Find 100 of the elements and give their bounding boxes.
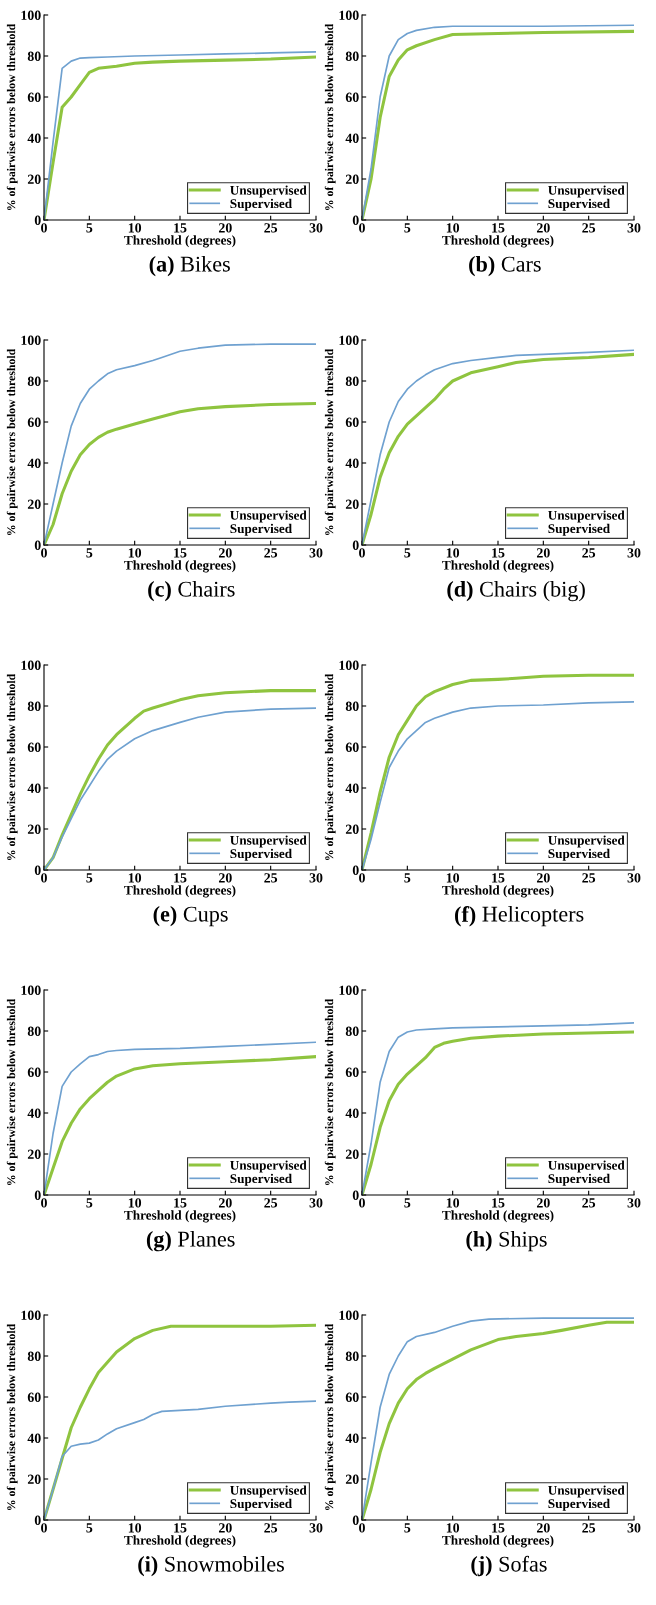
y-tick-label: 20: [345, 174, 359, 184]
x-tick-label: 10: [128, 223, 142, 233]
x-tick-label: 25: [264, 223, 278, 233]
line-series: [44, 343, 316, 545]
legend-label: Supervised: [230, 523, 292, 536]
y-tick-label: 100: [339, 1310, 359, 1320]
x-tick-label: 15: [492, 1523, 505, 1533]
x-tick-label: 20: [536, 1523, 550, 1533]
legend-label: Unsupervised: [230, 185, 307, 198]
x-tick-label: 20: [218, 223, 232, 233]
text: (a) Bikes: [149, 256, 230, 277]
x-tick-label: 25: [264, 1198, 278, 1208]
y-tick-label: 80: [345, 376, 359, 386]
x-tick-label: 20: [218, 1523, 232, 1533]
y-tick-label: 40: [345, 1433, 359, 1443]
x-tick-label: 25: [264, 873, 278, 883]
x-tick-label: 25: [582, 1523, 596, 1533]
y-axis-title: % of pairwise errors below threshold: [6, 1323, 18, 1511]
legend-label: Supervised: [230, 1498, 292, 1511]
y-tick-label: 100: [339, 10, 359, 20]
x-axis-title: Threshold (degrees): [442, 560, 554, 573]
text: (d) Chairs (big): [447, 581, 585, 602]
x-axis-title: Threshold (degrees): [124, 885, 236, 898]
legend-label: Unsupervised: [548, 1160, 625, 1173]
y-tick-label: 40: [27, 1108, 41, 1118]
x-tick-label: 15: [492, 548, 505, 558]
x-tick-label: 20: [536, 1198, 550, 1208]
y-tick-label: 80: [345, 701, 359, 711]
y-tick-label: 60: [345, 92, 359, 102]
y-tick-label: 100: [339, 335, 359, 345]
x-tick-label: 30: [627, 873, 641, 883]
x-tick-label: 15: [174, 223, 187, 233]
y-tick-label: 0: [352, 215, 359, 225]
x-tick-label: 25: [582, 873, 596, 883]
x-axis-title: Threshold (degrees): [442, 1210, 554, 1223]
x-tick-label: 10: [446, 873, 460, 883]
y-tick-label: 80: [345, 51, 359, 61]
y-tick-label: 20: [27, 1149, 41, 1159]
y-tick-label: 40: [345, 1108, 359, 1118]
y-tick-label: 100: [21, 985, 41, 995]
x-axis-title: Threshold (degrees): [442, 885, 554, 898]
x-tick-label: 20: [218, 873, 232, 883]
x-tick-label: 10: [446, 1198, 460, 1208]
x-axis-title: Threshold (degrees): [442, 235, 554, 248]
x-tick-label: 30: [309, 223, 323, 233]
x-tick-label: 20: [536, 223, 550, 233]
x-tick-label: 20: [536, 548, 550, 558]
x-tick-label: 5: [404, 223, 411, 233]
y-tick-label: 20: [27, 174, 41, 184]
y-tick-label: 20: [345, 499, 359, 509]
y-tick-label: 20: [27, 499, 41, 509]
y-tick-label: 100: [339, 660, 359, 670]
x-axis-title: Threshold (degrees): [124, 1210, 236, 1223]
legend-label: Supervised: [230, 198, 292, 211]
x-tick-label: 15: [492, 223, 505, 233]
x-tick-label: 5: [404, 548, 411, 558]
text: (b) Cars: [469, 256, 541, 277]
x-axis-title: Threshold (degrees): [442, 1535, 554, 1548]
y-axis-title: % of pairwise errors below threshold: [6, 998, 18, 1186]
y-axis-title: % of pairwise errors below threshold: [6, 348, 18, 536]
y-axis-title: % of pairwise errors below threshold: [6, 673, 18, 861]
y-tick-label: 80: [27, 1026, 41, 1036]
text: (c) Chairs: [148, 581, 235, 602]
x-tick-label: 5: [404, 1198, 411, 1208]
y-tick-label: 0: [352, 540, 359, 550]
y-tick-label: 40: [27, 1433, 41, 1443]
x-tick-label: 10: [446, 548, 460, 558]
x-tick-label: 10: [128, 1523, 142, 1533]
text: (g) Planes: [146, 1231, 235, 1252]
text: (i) Snowmobiles: [138, 1556, 284, 1577]
x-tick-label: 5: [86, 1523, 93, 1533]
legend-label: Supervised: [548, 523, 610, 536]
y-axis-title: % of pairwise errors below threshold: [6, 23, 18, 211]
x-tick-label: 20: [218, 1198, 232, 1208]
y-tick-label: 20: [27, 824, 41, 834]
x-tick-label: 10: [128, 873, 142, 883]
y-tick-label: 60: [345, 1067, 359, 1077]
x-tick-label: 15: [174, 1523, 187, 1533]
x-tick-label: 15: [492, 873, 505, 883]
legend-label: Unsupervised: [548, 1485, 625, 1498]
y-tick-label: 60: [27, 1392, 41, 1402]
x-axis-title: Threshold (degrees): [124, 560, 236, 573]
x-tick-label: 30: [309, 1523, 323, 1533]
x-tick-label: 5: [86, 1198, 93, 1208]
x-tick-label: 30: [309, 873, 323, 883]
x-tick-label: 10: [446, 223, 460, 233]
y-tick-label: 100: [339, 985, 359, 995]
x-tick-label: 20: [218, 548, 232, 558]
legend-label: Supervised: [548, 1498, 610, 1511]
x-tick-label: 20: [536, 873, 550, 883]
y-tick-label: 40: [27, 783, 41, 793]
x-tick-label: 5: [86, 873, 93, 883]
y-tick-label: 20: [345, 824, 359, 834]
y-tick-label: 80: [27, 376, 41, 386]
y-tick-label: 20: [345, 1474, 359, 1484]
y-tick-label: 0: [34, 865, 41, 875]
legend-label: Unsupervised: [548, 510, 625, 523]
x-tick-label: 25: [582, 1198, 596, 1208]
y-tick-label: 20: [345, 1149, 359, 1159]
x-tick-label: 30: [309, 548, 323, 558]
